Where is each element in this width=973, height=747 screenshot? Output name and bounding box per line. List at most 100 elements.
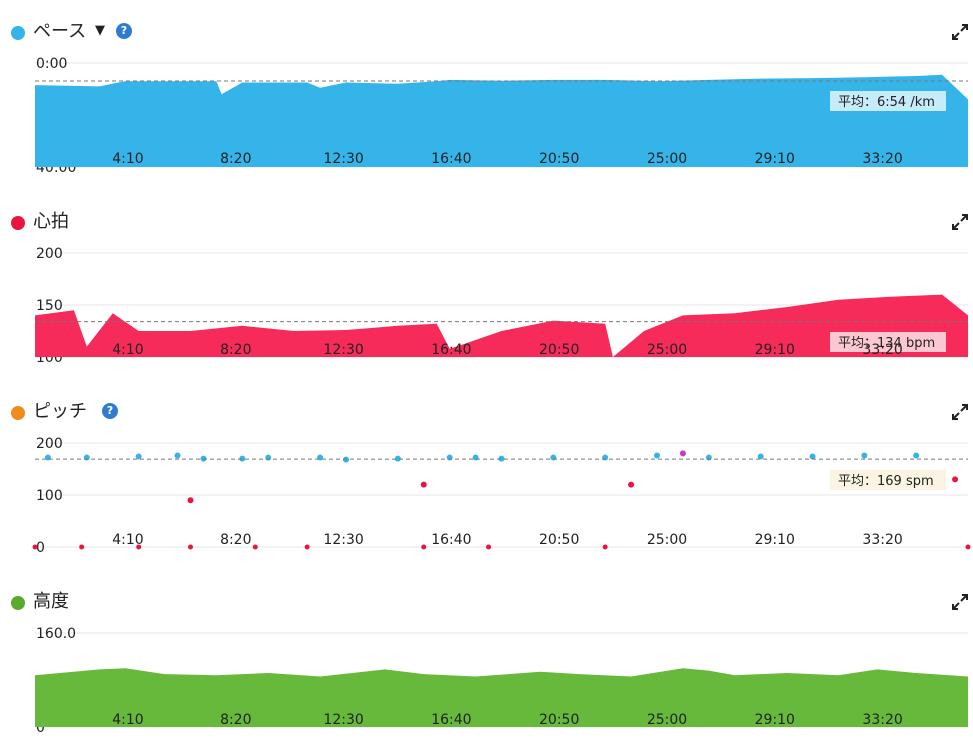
cadence-avg-label: 平均：169 spm — [838, 474, 934, 489]
x-tick-label: 33:20 — [862, 532, 902, 548]
elevation-title: 高度 — [33, 591, 69, 612]
x-tick-label: 33:20 — [862, 712, 902, 728]
x-tick-label: 8:20 — [220, 712, 251, 728]
cadence-point — [654, 452, 660, 459]
pace-area — [35, 74, 968, 167]
x-tick-label: 33:20 — [862, 151, 902, 167]
x-tick-label: 20:50 — [539, 532, 579, 548]
x-tick-label: 16:40 — [431, 151, 471, 167]
cadence-zero-point — [602, 544, 608, 550]
cadence-point — [343, 456, 349, 463]
x-tick-label: 29:10 — [755, 712, 795, 728]
y-tick-label: 0 — [36, 720, 45, 736]
cadence-point — [628, 481, 635, 488]
x-tick-label: 4:10 — [112, 342, 143, 358]
x-tick-label: 29:10 — [755, 532, 795, 548]
y-tick-label: 150 — [36, 298, 63, 314]
y-tick-label: 200 — [36, 246, 63, 262]
cadence-point — [44, 454, 51, 461]
x-tick-label: 12:30 — [323, 532, 363, 548]
cadence-color-dot — [11, 406, 25, 420]
cadence-point — [472, 454, 479, 461]
cadence-panel: ピッチ ? 0 100 200 平均：169 spm 4:10 8:20 12:30 16:4… — [0, 397, 973, 562]
cadence-point — [174, 452, 181, 459]
x-tick-label: 33:20 — [862, 342, 902, 358]
x-tick-label: 25:00 — [647, 151, 687, 167]
cadence-point — [913, 452, 920, 459]
x-tick-label: 4:10 — [112, 151, 143, 167]
cadence-point — [200, 455, 207, 462]
expand-icon[interactable] — [951, 23, 969, 41]
y-tick-label: 0 — [36, 540, 45, 556]
elevation-chart: 0 160.0 4:10 8:20 12:30 16:40 20:50 25:00 29:10 3… — [35, 626, 968, 736]
cadence-point — [861, 452, 868, 459]
x-tick-label: 20:50 — [539, 712, 579, 728]
cadence-point — [239, 455, 246, 462]
elevation-area — [35, 668, 968, 727]
help-icon[interactable]: ? — [116, 23, 132, 39]
x-tick-label: 16:40 — [431, 342, 471, 358]
cadence-zero-point — [188, 544, 193, 550]
cadence-zero-point — [965, 544, 971, 550]
elevation-panel: 高度 0 160.0 4:10 8:20 12:30 16:40 20:50 25:00 29:… — [0, 587, 973, 747]
y-tick-label: 200 — [36, 436, 63, 452]
x-tick-label: 12:30 — [323, 342, 363, 358]
cadence-point — [705, 454, 712, 461]
pace-header: ペース ▼ ? — [0, 17, 973, 47]
cadence-point — [757, 453, 764, 460]
heart-rate-avg-label: 平均：134 bpm — [838, 336, 935, 351]
x-tick-label: 16:40 — [431, 532, 471, 548]
cadence-chart: 0 100 200 平均：169 spm 4:10 8:20 12:30 16:40 20:50… — [32, 436, 971, 556]
cadence-point — [809, 453, 816, 460]
heart-rate-avg-label-bg — [830, 332, 946, 352]
x-tick-label: 29:10 — [755, 151, 795, 167]
elevation-header: 高度 — [0, 587, 973, 617]
x-tick-label: 12:30 — [323, 712, 363, 728]
cadence-point — [187, 497, 194, 504]
cadence-point — [550, 454, 557, 461]
x-tick-label: 8:20 — [220, 342, 251, 358]
expand-icon[interactable] — [951, 593, 969, 611]
cadence-zero-point — [136, 544, 142, 550]
x-tick-label: 12:30 — [323, 151, 363, 167]
cadence-title: ピッチ — [33, 401, 87, 422]
cadence-zero-point — [32, 544, 38, 550]
caret-down-icon[interactable]: ▼ — [95, 23, 105, 38]
cadence-point — [317, 454, 324, 461]
cadence-header: ピッチ ? — [0, 397, 973, 427]
x-tick-label: 20:50 — [539, 151, 579, 167]
x-tick-label: 29:10 — [755, 342, 795, 358]
help-icon[interactable]: ? — [102, 403, 118, 419]
cadence-point — [446, 454, 453, 461]
cadence-point — [498, 455, 505, 462]
heart-rate-area — [35, 294, 968, 357]
x-tick-label: 16:40 — [431, 712, 471, 728]
cadence-point — [83, 454, 90, 461]
cadence-zero-point — [252, 544, 258, 550]
cadence-point — [679, 450, 686, 457]
pace-color-dot — [11, 26, 25, 40]
pace-avg-label-bg — [830, 91, 946, 111]
y-tick-label: 0:00 — [36, 56, 67, 72]
heart-rate-panel: 心拍 100 150 200 平均：134 bpm 4:10 8:20 12:30 16:40… — [0, 207, 973, 372]
x-tick-label: 4:10 — [112, 532, 143, 548]
x-tick-label: 25:00 — [647, 532, 687, 548]
expand-icon[interactable] — [951, 213, 969, 231]
x-tick-label: 25:00 — [647, 712, 687, 728]
y-tick-label: 160.0 — [36, 626, 76, 642]
x-tick-label: 20:50 — [539, 342, 579, 358]
cadence-point — [952, 476, 959, 483]
x-tick-label: 25:00 — [647, 342, 687, 358]
cadence-zero-point — [486, 544, 492, 550]
y-tick-label: 100 — [36, 488, 63, 504]
cadence-point — [265, 454, 272, 461]
cadence-point — [602, 454, 609, 461]
elevation-color-dot — [11, 596, 25, 610]
expand-icon[interactable] — [951, 403, 969, 421]
cadence-point — [135, 453, 142, 460]
heart-rate-color-dot — [11, 216, 25, 230]
cadence-zero-point — [304, 544, 310, 550]
heart-rate-header: 心拍 — [0, 207, 973, 237]
